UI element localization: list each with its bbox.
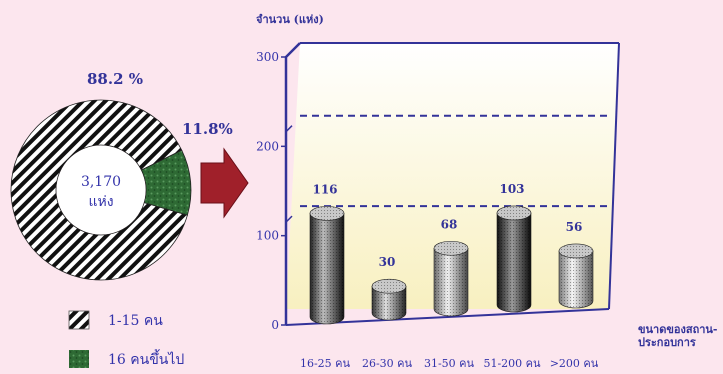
donut-label-large: 88.2 % [87, 70, 143, 88]
right-edge [608, 42, 620, 310]
bar-top-texture-3 [497, 205, 531, 220]
bar-top-texture-0 [310, 206, 344, 221]
reference-line-stub-0 [285, 215, 293, 223]
chart-back-wall [286, 43, 619, 309]
bar-chart: จำนวน (แห่ง) 0 100 200 300 116 30 68 103 56 16-… [256, 13, 718, 370]
bar-texture-1 [372, 286, 406, 320]
y-tick-label-3: 300 [256, 50, 279, 64]
category-label-2: 31-50 คน [424, 357, 475, 370]
bar-value-label-0: 116 [312, 182, 337, 196]
category-label-4: >200 คน [550, 357, 599, 370]
bar-top-texture-1 [372, 279, 406, 294]
x-axis-line [285, 308, 610, 326]
category-label-1: 26-30 คน [362, 357, 413, 370]
donut-slice-1 [140, 149, 192, 216]
category-label-3: 51-200 คน [483, 357, 541, 370]
donut-slice-0 [10, 99, 188, 281]
bar-top-texture-2 [434, 241, 468, 256]
donut-center-value: 3,170 [81, 174, 121, 190]
bars: 116 30 68 103 56 [309, 182, 594, 325]
category-labels: 16-25 คน 26-30 คน 31-50 คน 51-200 คน >200 คน [300, 357, 599, 370]
legend-label-1: 1-15 คน [108, 313, 163, 329]
bar-top-texture-4 [559, 243, 593, 258]
reference-lines [285, 114, 612, 223]
bar-texture-2 [434, 248, 468, 316]
donut-chart [10, 99, 192, 281]
bar-value-label-4: 56 [566, 220, 583, 234]
bar-value-label-3: 103 [499, 182, 524, 196]
donut-label-small: 11.8% [182, 120, 233, 138]
bar-texture-4 [559, 250, 593, 308]
donut-center-unit: แห่ง [88, 194, 113, 210]
y-tick-label-1: 100 [256, 229, 279, 243]
legend-label-2: 16 คนขึ้นไป [108, 349, 184, 368]
x-axis-title-line2: ประกอบการ [638, 336, 696, 349]
y-ticks: 0 100 200 300 [256, 50, 286, 332]
y-tick-label-0: 0 [271, 318, 279, 332]
bar-texture-3 [497, 212, 531, 312]
bar-value-label-1: 30 [379, 255, 396, 269]
legend-swatch-green [69, 350, 89, 368]
legend-swatch-stripes [68, 310, 90, 330]
category-label-0: 16-25 คน [300, 357, 351, 370]
y-axis-title: จำนวน (แห่ง) [256, 13, 324, 26]
reference-line-stub-1 [285, 125, 293, 133]
bar-texture-0 [310, 213, 344, 324]
x-axis-title-line1: ขนาดของสถาน- [638, 323, 718, 336]
donut-hole [56, 145, 146, 235]
bar-value-label-2: 68 [441, 217, 458, 231]
y-tick-label-2: 200 [256, 139, 279, 153]
arrow-icon [200, 147, 249, 219]
